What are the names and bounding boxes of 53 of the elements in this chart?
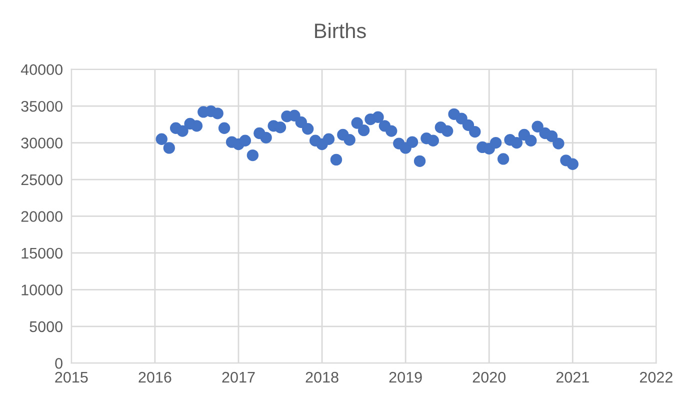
point — [295, 116, 307, 128]
point — [414, 155, 426, 168]
point — [288, 110, 300, 122]
point — [212, 108, 224, 120]
x-tick-label: 2022 — [640, 372, 672, 383]
point — [469, 126, 481, 138]
point — [497, 153, 510, 165]
x-tick-label: 2019 — [389, 372, 422, 383]
point — [372, 111, 384, 123]
point — [386, 125, 398, 137]
x-tick-label: 2018 — [306, 372, 338, 383]
point — [274, 122, 286, 134]
point — [344, 134, 356, 146]
point — [462, 119, 474, 132]
x-tick-label: 2017 — [222, 372, 255, 383]
point — [427, 134, 439, 146]
y-tick-label: 15000 — [22, 248, 62, 259]
point — [330, 154, 342, 166]
point — [525, 134, 537, 146]
x-tick-label: 2016 — [138, 372, 172, 383]
point — [406, 136, 418, 148]
x-tick-label: 2021 — [556, 372, 589, 383]
point — [552, 138, 564, 150]
point — [322, 133, 335, 145]
point — [218, 122, 230, 134]
point — [456, 112, 468, 124]
point — [239, 134, 252, 146]
point — [260, 132, 272, 144]
x-tick-label: 2020 — [472, 372, 506, 383]
y-tick-label: 35000 — [21, 100, 62, 112]
y-tick-label: 40000 — [20, 64, 62, 76]
y-tick-label: 0 — [55, 358, 62, 369]
chart-title: Births — [315, 22, 366, 38]
point — [351, 117, 363, 129]
point — [442, 125, 454, 137]
point — [190, 120, 203, 132]
point — [532, 120, 544, 132]
y-tick-label: 5000 — [30, 321, 62, 332]
x-tick-label: 2015 — [55, 372, 88, 383]
y-tick-label: 25000 — [21, 174, 62, 186]
y-tick-label: 10000 — [22, 284, 62, 296]
point — [566, 158, 578, 170]
y-tick-label: 20000 — [21, 211, 62, 222]
point — [163, 142, 175, 154]
point — [546, 130, 558, 142]
point — [302, 123, 314, 135]
point — [246, 149, 259, 162]
point — [358, 124, 370, 136]
y-tick-label: 30000 — [21, 138, 62, 148]
point — [156, 133, 168, 145]
point — [176, 125, 188, 137]
point — [490, 136, 502, 149]
point — [510, 136, 523, 149]
